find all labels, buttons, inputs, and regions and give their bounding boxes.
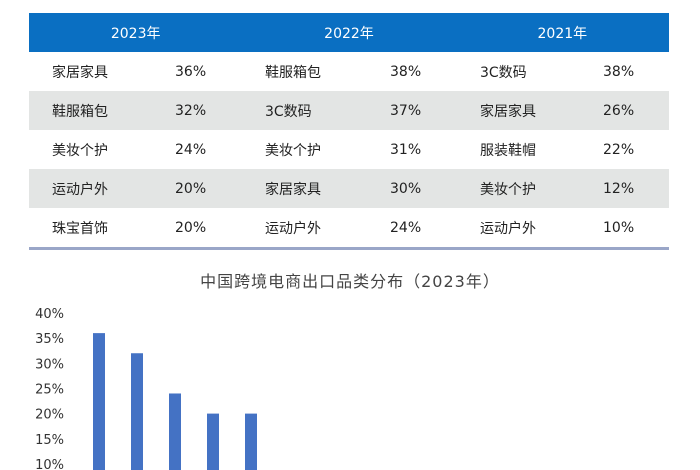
category-share: 37% [390,102,422,119]
category-name: 3C数码 [480,64,527,81]
category-share: 30% [390,180,422,197]
table-row: 鞋服箱包 32% 3C数码 37% 家居家具 26% [29,91,669,130]
category-name: 家居家具 [265,181,321,198]
y-tick-label: 10% [35,458,64,470]
bar-美妆个护 [169,393,181,470]
category-name: 美妆个护 [265,142,321,159]
category-share: 26% [603,102,635,119]
category-share: 36% [175,63,207,80]
category-share: 20% [175,219,207,236]
category-name: 珠宝首饰 [52,220,108,237]
category-name: 运动户外 [265,220,321,237]
category-share: 20% [175,180,207,197]
category-name: 运动户外 [480,220,536,237]
bar-家居家具 [93,333,105,470]
chart-title: 中国跨境电商出口品类分布（2023年） [200,272,500,291]
y-tick-label: 15% [35,433,64,448]
category-name: 鞋服箱包 [52,103,108,120]
category-name: 鞋服箱包 [265,64,321,81]
table-row: 美妆个护 24% 美妆个护 31% 服装鞋帽 22% [29,130,669,169]
category-share: 24% [390,219,422,236]
category-share: 38% [603,63,635,80]
y-tick-label: 35% [35,332,64,347]
table-header: 2023年 2022年 2021年 [29,13,669,52]
category-name: 美妆个护 [480,181,536,198]
category-name: 家居家具 [52,64,108,81]
category-share: 10% [603,219,635,236]
category-share: 22% [603,141,635,158]
table-bottom-border [29,247,669,250]
category-name: 3C数码 [265,103,312,120]
category-share: 32% [175,102,207,119]
category-name: 美妆个护 [52,142,108,159]
y-tick-label: 25% [35,382,64,397]
header-2023: 2023年 [110,25,161,42]
category-name: 服装鞋帽 [480,142,536,159]
category-share: 38% [390,63,422,80]
y-tick-label: 40% [35,307,64,322]
category-name: 运动户外 [52,181,108,198]
bar-珠宝首饰 [245,413,257,470]
bar-鞋服箱包 [131,353,143,470]
category-share: 31% [390,141,422,158]
header-2022: 2022年 [324,25,374,42]
category-table: 2023年 2022年 2021年 家居家具 36% 鞋服箱包 38% 3C数码 38% 鞋… [29,13,669,250]
table-row: 珠宝首饰 20% 运动户外 24% 运动户外 10% [29,208,669,247]
table-row: 家居家具 36% 鞋服箱包 38% 3C数码 38% [29,52,669,91]
category-name: 家居家具 [480,103,536,120]
y-tick-label: 20% [35,408,64,423]
header-2021: 2021年 [537,25,588,42]
category-share: 24% [175,141,207,158]
bar-运动户外 [207,413,219,470]
y-tick-label: 30% [35,357,64,372]
category-share: 12% [603,180,635,197]
table-row: 运动户外 20% 家居家具 30% 美妆个护 12% [29,169,669,208]
